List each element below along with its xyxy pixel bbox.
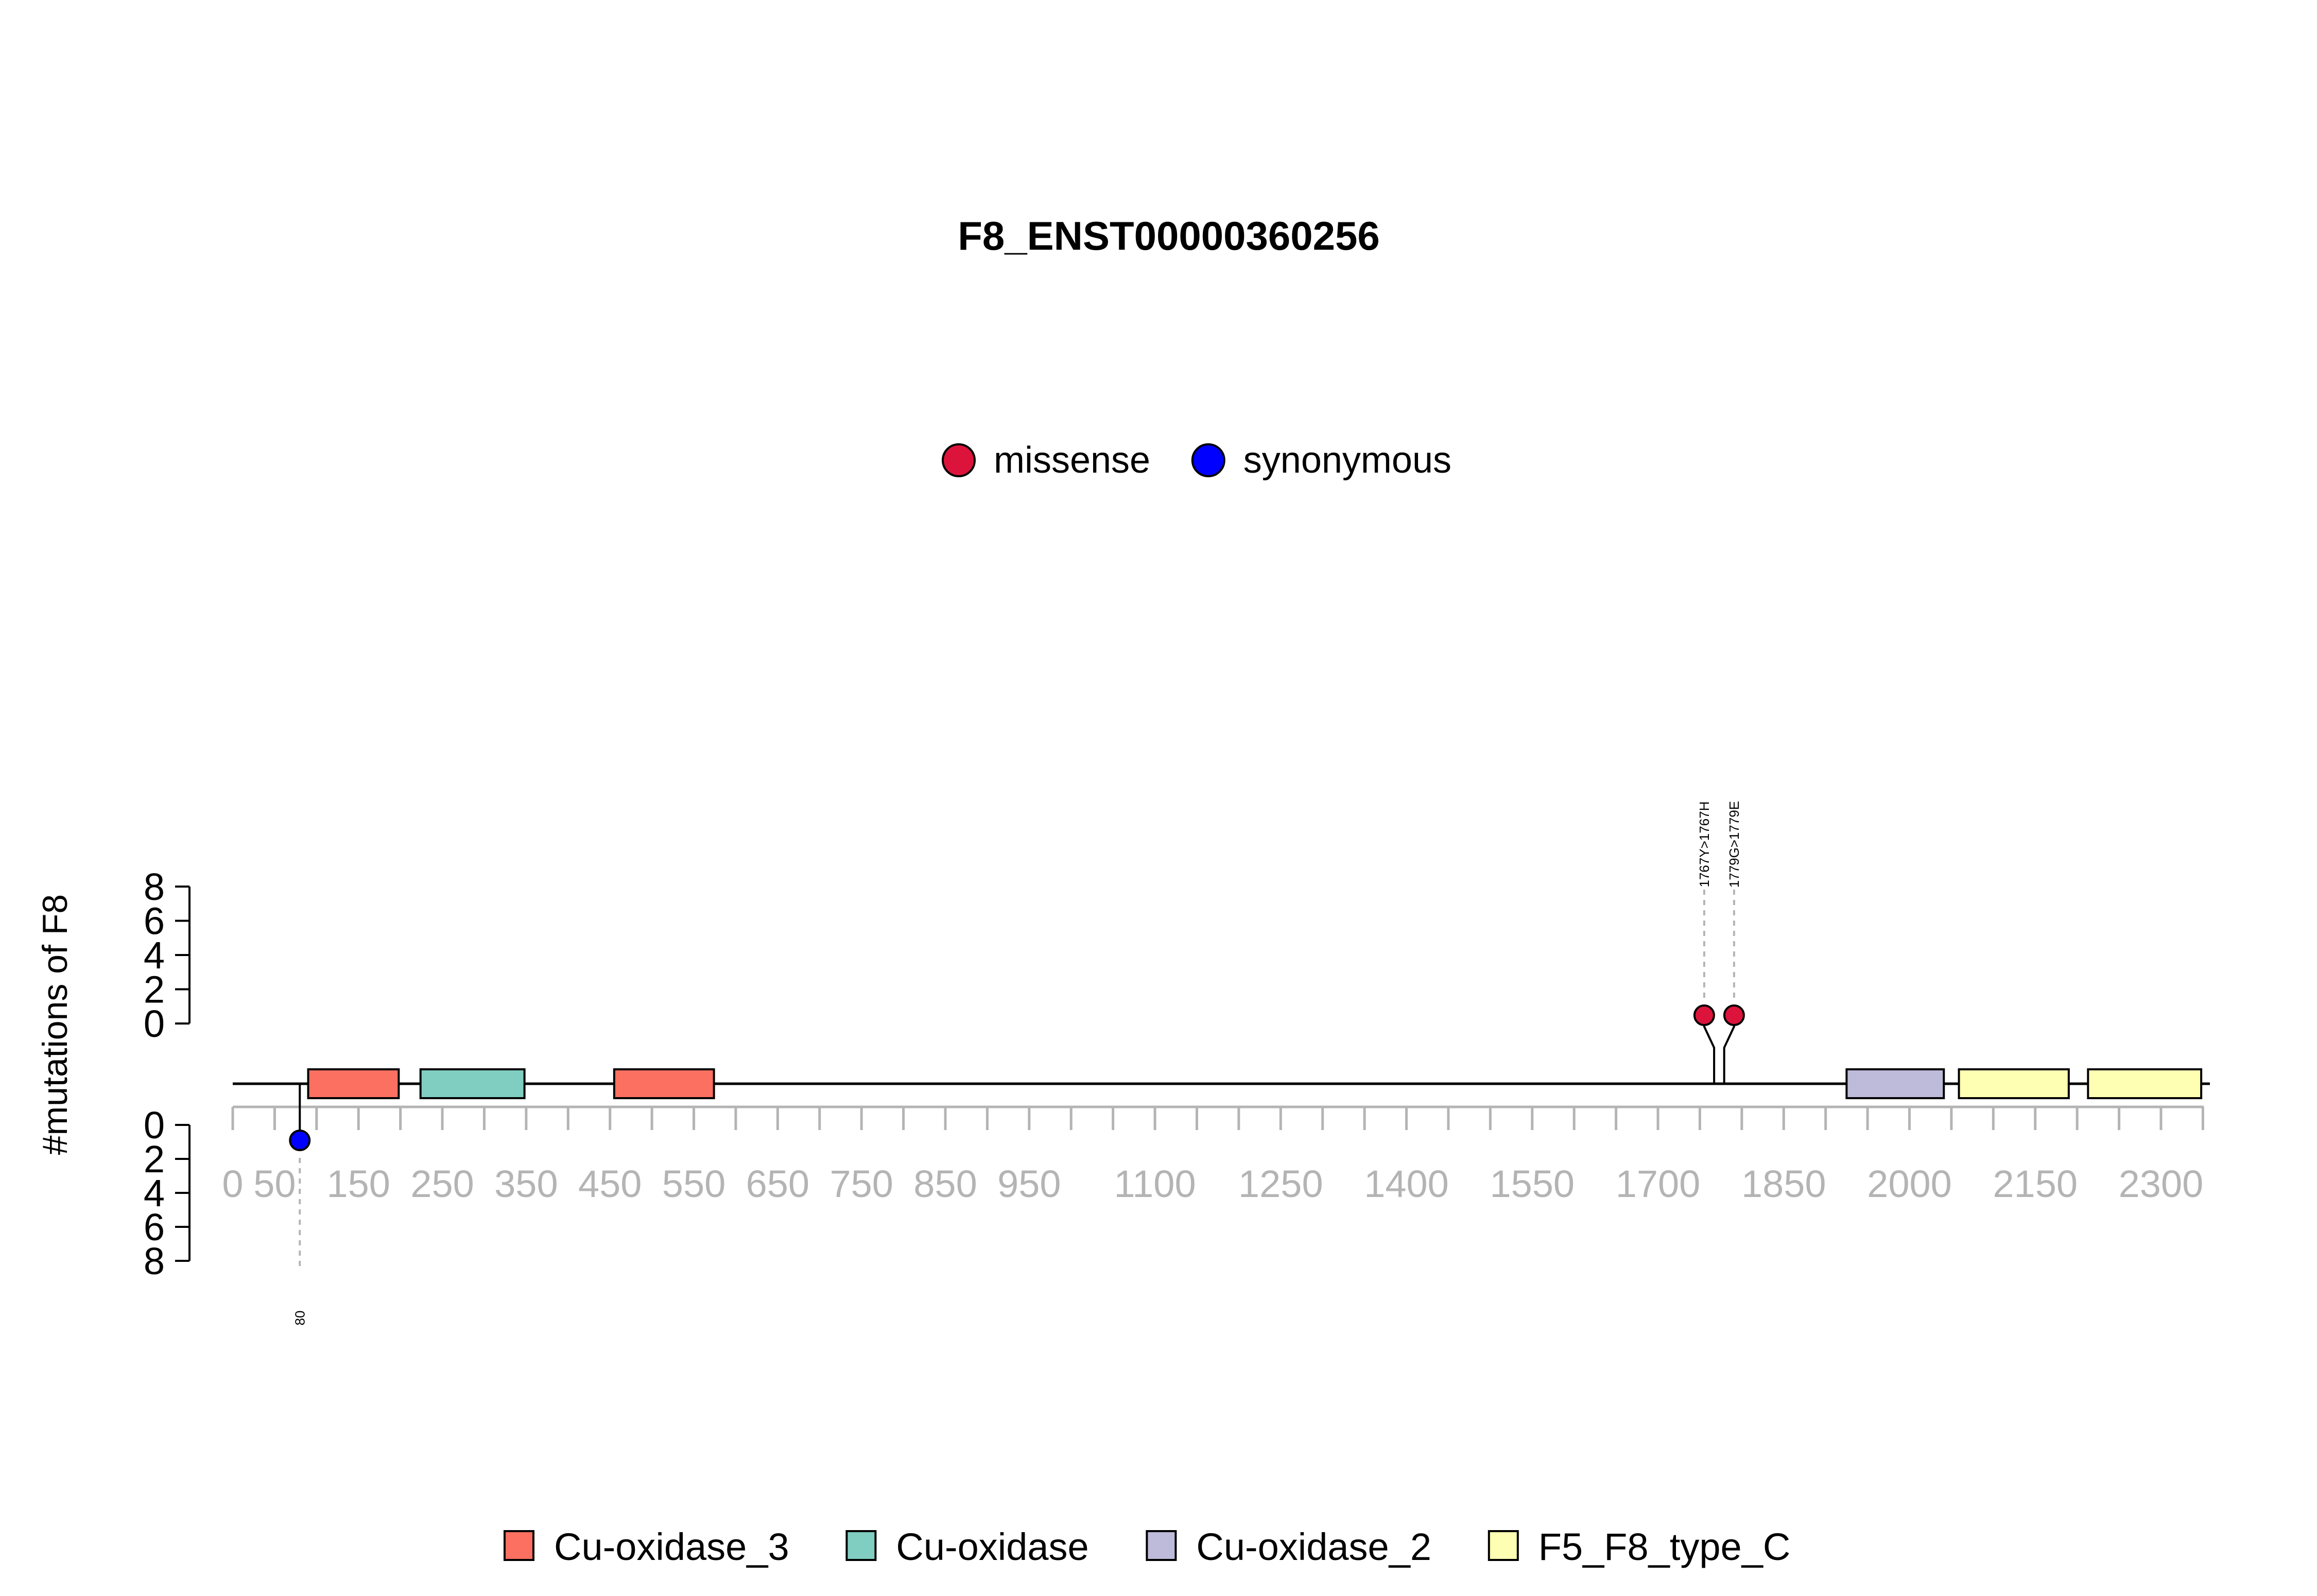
y-axis-bottom-tick-label: 0 bbox=[144, 1104, 165, 1147]
mutation-label: 1779G>1779E bbox=[1726, 801, 1742, 888]
legend-marker-synonymous bbox=[1191, 443, 1225, 477]
x-axis-tick-label: 0 bbox=[222, 1163, 243, 1205]
domain-F5_F8_type_C bbox=[1958, 1068, 2070, 1099]
y-axis-top-tick-label: 0 bbox=[144, 1002, 165, 1045]
x-axis-tick-label: 450 bbox=[578, 1163, 642, 1205]
x-axis-tick-label: 1100 bbox=[1114, 1163, 1196, 1205]
domain-legend-swatch bbox=[1146, 1530, 1177, 1561]
mutation-marker-missense bbox=[1693, 1004, 1715, 1026]
x-axis-tick-label: 150 bbox=[327, 1163, 390, 1205]
mutation-marker-missense bbox=[1723, 1004, 1745, 1026]
x-axis-tick-label: 550 bbox=[662, 1163, 725, 1205]
domain-legend-label: Cu-oxidase_3 bbox=[554, 1525, 789, 1568]
mutation-markers bbox=[289, 1004, 1745, 1151]
chart-title: F8_ENST00000360256 bbox=[958, 213, 1380, 258]
x-axis-tick-label: 250 bbox=[410, 1163, 474, 1205]
x-axis-tick-label: 2000 bbox=[1867, 1163, 1952, 1205]
domain-legend-label: Cu-oxidase bbox=[896, 1525, 1088, 1568]
x-axis-tick-label: 2300 bbox=[2119, 1163, 2204, 1205]
mutation-marker-synonymous bbox=[289, 1130, 311, 1151]
x-axis-tick-label: 2150 bbox=[1993, 1163, 2078, 1205]
x-axis-tick-label: 850 bbox=[913, 1163, 977, 1205]
legend-label-synonymous: synonymous bbox=[1243, 440, 1451, 481]
y-axis-bottom-tick-label: 4 bbox=[144, 1172, 165, 1215]
domain-legend-swatch bbox=[1488, 1530, 1519, 1561]
x-axis-tick-label: 1400 bbox=[1364, 1163, 1449, 1205]
domain-Cu-oxidase_2 bbox=[1845, 1068, 1945, 1099]
y-axis-top-tick-label: 2 bbox=[144, 968, 165, 1011]
domain-Cu-oxidase_3 bbox=[307, 1068, 400, 1099]
legend-label-missense: missense bbox=[994, 440, 1150, 481]
x-axis-tick-label: 1700 bbox=[1616, 1163, 1701, 1205]
domain-legend-swatch bbox=[845, 1530, 877, 1561]
x-axis-tick-label: 950 bbox=[997, 1163, 1061, 1205]
x-axis-tick-label: 350 bbox=[494, 1163, 558, 1205]
legend-marker-missense bbox=[942, 443, 976, 477]
domain-legend: Cu-oxidase_3 Cu-oxidase Cu-oxidase_2 F5_F8_… bbox=[504, 1525, 1791, 1568]
x-axis: 0 50 150 250 350 450 550 650 750 850 950 1100 1250 14… bbox=[222, 1105, 2204, 1205]
domain-F5_F8_type_C bbox=[2087, 1068, 2203, 1099]
y-axis-label: #mutations of F8 bbox=[36, 894, 75, 1155]
y-axis-bottom-tick-label: 8 bbox=[144, 1240, 165, 1282]
x-axis-tick-label: 750 bbox=[829, 1163, 893, 1205]
mutation-type-legend: missense synonymous bbox=[942, 440, 1451, 481]
y-axis-top-tick-label: 8 bbox=[144, 865, 165, 908]
x-axis-tick-label: 1850 bbox=[1741, 1163, 1826, 1205]
x-axis-tick-label: 650 bbox=[746, 1163, 809, 1205]
y-axis-bottom-tick-label: 2 bbox=[144, 1138, 165, 1181]
mutation-label: 1767Y>1767H bbox=[1697, 802, 1712, 888]
mutation-label: 80 bbox=[292, 1311, 307, 1326]
domain-Cu-oxidase bbox=[419, 1068, 526, 1099]
protein-domains bbox=[307, 1068, 2203, 1099]
domain-legend-label: Cu-oxidase_2 bbox=[1196, 1525, 1431, 1568]
mutation-labels: 1767Y>1767H 1779G>1779E 80 bbox=[292, 801, 1742, 1326]
x-axis-tick-label: 1550 bbox=[1490, 1163, 1575, 1205]
x-axis-tick-label: 50 bbox=[253, 1163, 296, 1205]
domain-Cu-oxidase_3 bbox=[613, 1068, 715, 1099]
domain-legend-swatch bbox=[504, 1530, 534, 1561]
y-axis-bottom-tick-label: 6 bbox=[144, 1206, 165, 1248]
y-axis-top-tick-label: 6 bbox=[144, 900, 165, 943]
x-axis-tick-label: 1250 bbox=[1238, 1163, 1323, 1205]
domain-legend-label: F5_F8_type_C bbox=[1538, 1525, 1791, 1568]
y-axis-top-tick-label: 4 bbox=[144, 934, 165, 977]
